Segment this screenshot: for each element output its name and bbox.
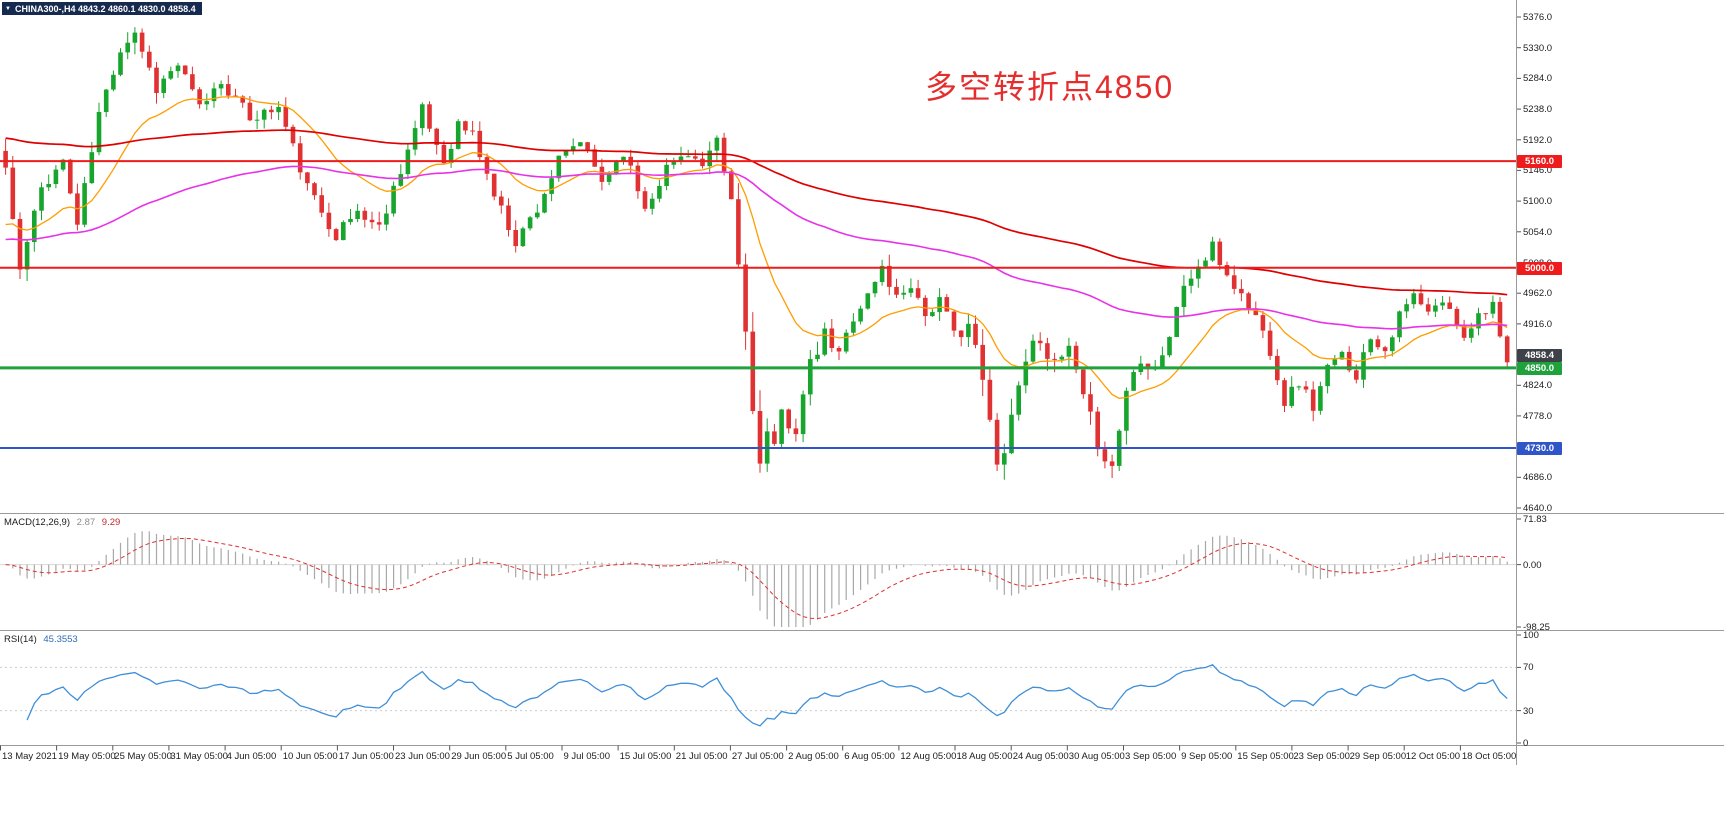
symbol-ohlc-badge[interactable]: ▼ CHINA300-,H4 4843.2 4860.1 4830.0 4858… bbox=[2, 2, 202, 15]
macd-main-value: 2.87 bbox=[76, 517, 96, 528]
macd-histogram-layer bbox=[12, 531, 1508, 627]
axis-ticks bbox=[0, 16, 1521, 751]
level-lines-layer[interactable] bbox=[0, 160, 1516, 449]
rsi-value: 45.3553 bbox=[43, 634, 78, 645]
candle-bodies-layer bbox=[3, 32, 1510, 466]
panel-borders bbox=[0, 0, 1724, 765]
macd-name: MACD(12,26,9) bbox=[4, 517, 70, 528]
chart-canvas[interactable] bbox=[0, 0, 1724, 766]
macd-indicator-label: MACD(12,26,9) 2.87 9.29 bbox=[4, 517, 120, 528]
symbol-ohlc-text: CHINA300-,H4 4843.2 4860.1 4830.0 4858.4 bbox=[14, 3, 196, 14]
rsi-line bbox=[26, 664, 1508, 727]
macd-signal-line bbox=[5, 537, 1508, 620]
dropdown-triangle-icon: ▼ bbox=[5, 5, 11, 12]
rsi-name: RSI(14) bbox=[4, 634, 37, 645]
candle-wicks-layer bbox=[5, 27, 1508, 480]
macd-signal-value: 9.29 bbox=[101, 517, 121, 528]
chart-annotation-text: 多空转折点4850 bbox=[925, 69, 1175, 105]
rsi-indicator-label: RSI(14) 45.3553 bbox=[4, 634, 78, 645]
ma-lines-layer bbox=[5, 96, 1508, 399]
